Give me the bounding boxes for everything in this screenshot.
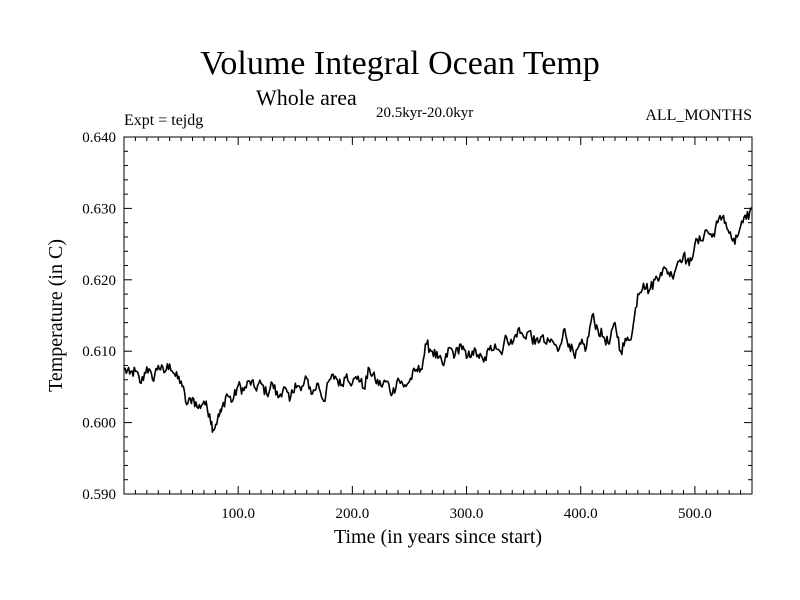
x-tick-label: 400.0 — [564, 506, 598, 522]
plot-frame — [123, 136, 753, 495]
plot-series — [123, 207, 753, 433]
y-tick-label: 0.620 — [82, 273, 116, 289]
y-axis: 0.590 0.600 0.610 0.620 0.630 0.640 — [82, 130, 752, 503]
y-tick-label: 0.640 — [82, 130, 116, 146]
chart-title: Volume Integral Ocean Temp — [200, 45, 600, 82]
period-label: 20.5kyr-20.0kyr — [376, 105, 474, 121]
experiment-label: Expt = tejdg — [124, 112, 204, 129]
x-tick-label: 100.0 — [221, 506, 255, 522]
chart-subtitle: Whole area — [256, 85, 357, 110]
x-tick-label: 500.0 — [678, 506, 712, 522]
y-axis-label: Temperature (in C) — [45, 239, 67, 392]
series-line — [123, 207, 753, 433]
y-tick-label: 0.630 — [82, 201, 116, 217]
x-tick-label: 200.0 — [335, 506, 369, 522]
y-tick-label: 0.590 — [82, 487, 116, 503]
x-tick-label: 300.0 — [450, 506, 484, 522]
x-axis: 100.0 200.0 300.0 400.0 500.0 — [134, 137, 742, 522]
months-label: ALL_MONTHS — [645, 107, 752, 124]
y-tick-label: 0.600 — [82, 416, 116, 432]
x-axis-label: Time (in years since start) — [334, 526, 542, 548]
y-tick-label: 0.610 — [82, 344, 116, 360]
